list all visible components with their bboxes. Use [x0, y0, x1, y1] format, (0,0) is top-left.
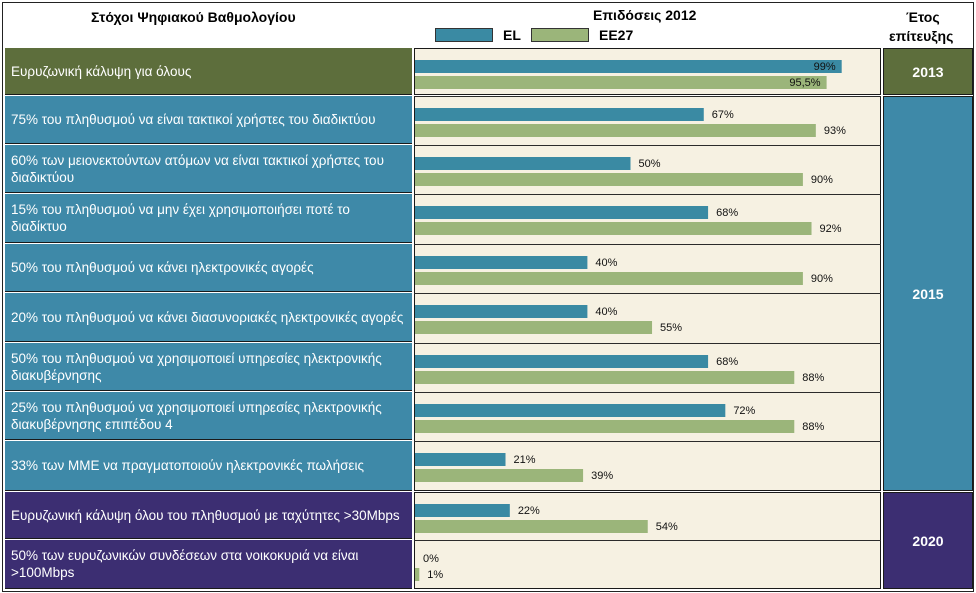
- legend-swatch-ee27: [531, 28, 589, 42]
- bar-ee27: [415, 469, 584, 482]
- bar-el: [415, 305, 588, 318]
- data-label-el: 40%: [595, 257, 617, 269]
- header-performance: Επιδόσεις 2012: [593, 7, 697, 23]
- data-label-ee27: 88%: [802, 421, 824, 433]
- bar-el: [415, 504, 510, 517]
- bar-el: [415, 256, 588, 269]
- year-cell: 2015: [883, 96, 973, 491]
- bar-ee27: [415, 371, 795, 384]
- bar-el: [415, 404, 726, 417]
- row-separator: [414, 343, 881, 344]
- category-label: 75% του πληθυσμού να είναι τακτικοί χρήσ…: [5, 96, 412, 144]
- legend-label-el: EL: [503, 27, 521, 43]
- data-label-el: 68%: [716, 356, 738, 368]
- header-year-line1: Έτος: [906, 9, 940, 25]
- data-label-el: 67%: [712, 109, 734, 121]
- bar-ee27: [415, 76, 827, 89]
- category-label: Ευρυζωνική κάλυψη όλου του πληθυσμού με …: [5, 492, 412, 539]
- category-label: 50% του πληθυσμού να χρησιμοποιεί υπηρεσ…: [5, 343, 412, 391]
- data-label-ee27: 39%: [591, 470, 613, 482]
- category-label: 60% των μειονεκτούντων ατόμων να είναι τ…: [5, 145, 412, 193]
- data-label-el: 72%: [733, 405, 755, 417]
- data-label-ee27: 93%: [824, 125, 846, 137]
- data-label-el: 0%: [423, 553, 439, 565]
- bar-el: [415, 108, 704, 121]
- bar-ee27: [415, 321, 653, 334]
- bar-el: [415, 206, 709, 219]
- year-cell: 2013: [883, 48, 973, 95]
- row-separator: [414, 194, 881, 195]
- data-label-el: 68%: [716, 207, 738, 219]
- category-label: 15% του πληθυσμού να μην έχει χρησιμοποι…: [5, 194, 412, 243]
- bar-el: [415, 157, 631, 170]
- data-label-ee27: 95,5%: [789, 77, 820, 89]
- data-label-ee27: 54%: [656, 521, 678, 533]
- category-label: 20% του πληθυσμού να κάνει διασυνοριακές…: [5, 293, 412, 342]
- header-goals: Στόχοι Ψηφιακού Βαθμολογίου: [91, 9, 296, 25]
- bar-el: [415, 355, 709, 368]
- data-label-el: 21%: [514, 454, 536, 466]
- year-cell: 2020: [883, 492, 973, 589]
- bar-ee27: [415, 520, 648, 533]
- category-label: 50% του πληθυσμού να κάνει ηλεκτρονικές …: [5, 244, 412, 292]
- row-separator: [414, 441, 881, 442]
- bar-ee27: [415, 568, 420, 581]
- category-label: Ευρυζωνική κάλυψη για όλους: [5, 48, 412, 95]
- data-label-el: 50%: [639, 158, 661, 170]
- row-separator: [414, 392, 881, 393]
- row-separator: [414, 540, 881, 541]
- bar-ee27: [415, 420, 795, 433]
- bar-ee27: [415, 173, 803, 186]
- bars-svg: 99% 67% 50% 68% 40% 40% 68% 72% 21% 22% 0% 95,5% 93%…: [415, 60, 846, 581]
- data-label-ee27: 1%: [427, 569, 443, 581]
- bar-el: [415, 60, 842, 73]
- category-label: 33% των ΜΜΕ να πραγματοποιούν ηλεκτρονικ…: [5, 441, 412, 491]
- data-label-el: 99%: [814, 61, 836, 73]
- data-label-ee27: 55%: [660, 322, 682, 334]
- legend-swatch-el: [435, 28, 493, 42]
- data-label-ee27: 90%: [811, 273, 833, 285]
- bar-ee27: [415, 124, 816, 137]
- header-year-line2: επίτευξης: [889, 28, 954, 44]
- data-label-ee27: 92%: [820, 223, 842, 235]
- row-separator: [414, 145, 881, 146]
- row-separator: [414, 293, 881, 294]
- bar-ee27: [415, 272, 803, 285]
- data-label-ee27: 88%: [802, 372, 824, 384]
- category-label: 50% των ευρυζωνικών συνδέσεων στα νοικοκ…: [5, 540, 412, 589]
- row-separator: [414, 244, 881, 245]
- legend-label-ee27: EE27: [599, 27, 634, 43]
- row-separator: [414, 96, 881, 97]
- bar-ee27: [415, 222, 812, 235]
- data-label-ee27: 90%: [811, 174, 833, 186]
- data-label-el: 22%: [518, 505, 540, 517]
- bar-el: [415, 453, 506, 466]
- category-label: 25% του πληθυσμού να χρησιμοποιεί υπηρεσ…: [5, 392, 412, 440]
- data-label-el: 40%: [595, 306, 617, 318]
